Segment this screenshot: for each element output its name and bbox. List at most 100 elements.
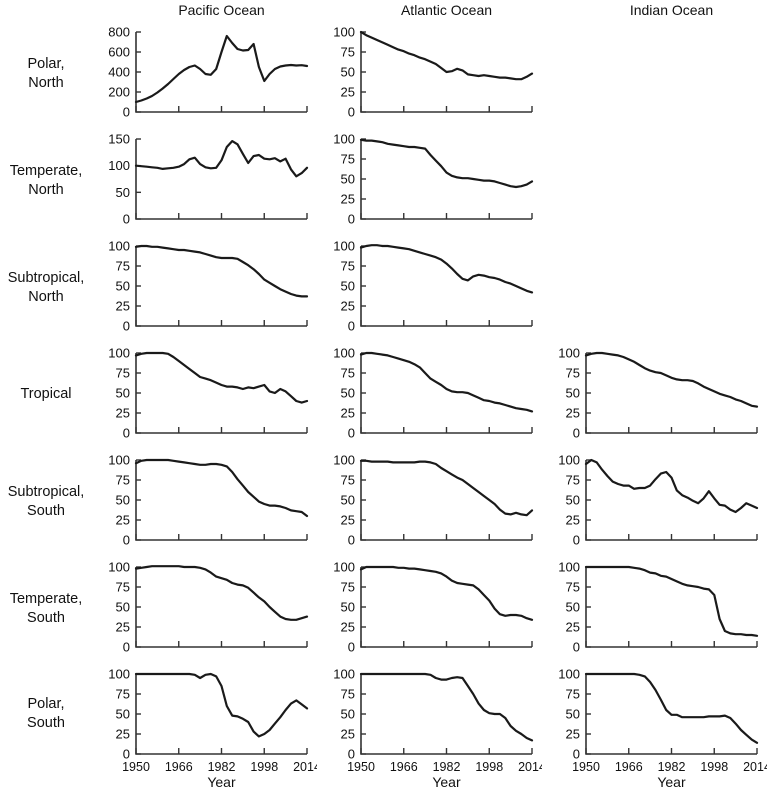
x-tick-label: 2014: [518, 760, 542, 774]
row-label-subtropical-south: Subtropical, South: [0, 448, 92, 555]
axes: [360, 139, 532, 220]
axes: [360, 567, 532, 648]
chart-temperate-south-pacific: 0 25 50 75 100: [92, 555, 317, 662]
x-tick-label: 1966: [615, 760, 643, 774]
y-tick-label: 75: [116, 473, 130, 488]
y-tick-label: 25: [341, 192, 355, 207]
y-tick-label: 400: [108, 65, 130, 80]
y-tick-label: 50: [116, 279, 130, 294]
chart-subtropical-south-indian: 0 25 50 75 100: [542, 448, 767, 555]
y-tick-label: 75: [341, 366, 355, 381]
data-line: [359, 244, 534, 294]
chart-tropical-atlantic: 0 25 50 75 100: [317, 341, 542, 448]
y-tick-label: 50: [341, 600, 355, 615]
y-tick-label: 50: [116, 185, 130, 200]
row-label-line: South: [27, 502, 65, 519]
chart-svg: 0 200 400 600 800: [108, 25, 309, 120]
y-tick-label: 100: [333, 25, 355, 40]
row-label-subtropical-north: Subtropical, North: [0, 234, 92, 341]
y-tick-label: 50: [341, 386, 355, 401]
y-tick-label: 75: [341, 687, 355, 702]
axes: [360, 353, 532, 434]
chart-svg: 0 25 50 75 100: [333, 453, 534, 548]
x-tick-label: 1950: [572, 760, 600, 774]
x-tick-label: 1966: [390, 760, 418, 774]
y-tick-label: 100: [558, 667, 580, 682]
data-line: [359, 672, 534, 742]
y-tick-label: 0: [573, 533, 580, 548]
row-label-line: North: [28, 181, 64, 198]
chart-temperate-south-atlantic: 0 25 50 75 100: [317, 555, 542, 662]
y-tick-label: 75: [341, 45, 355, 60]
y-tick-label: 200: [108, 85, 130, 100]
y-tick-label: 800: [108, 25, 130, 40]
y-tick-label: 100: [333, 239, 355, 254]
row-label-line: Temperate,: [9, 162, 83, 179]
empty-cell: [542, 234, 767, 341]
x-axis-title: Year: [432, 774, 461, 788]
y-tick-label: 25: [566, 727, 580, 742]
row-label-line: Temperate,: [9, 590, 83, 607]
y-tick-label: 100: [558, 560, 580, 575]
y-tick-label: 25: [116, 299, 130, 314]
y-tick-label: 25: [566, 620, 580, 635]
chart-subtropical-south-atlantic: 0 25 50 75 100: [317, 448, 542, 555]
row-label-line: Subtropical,: [7, 269, 85, 286]
row-label-line: South: [27, 715, 65, 731]
data-line: [134, 140, 309, 178]
y-tick-label: 100: [108, 667, 130, 682]
x-tick-label: 1998: [475, 760, 503, 774]
y-tick-label: 0: [123, 105, 130, 120]
x-tick-label: 1998: [250, 760, 278, 774]
y-tick-label: 100: [108, 560, 130, 575]
axes: [585, 460, 757, 541]
chart-svg: 0 25 50 75 100: [558, 346, 759, 441]
x-tick-label: 1998: [700, 760, 728, 774]
y-tick-label: 0: [348, 533, 355, 548]
chart-polar-north-atlantic: 0 25 50 75 100: [317, 20, 542, 127]
y-tick-label: 100: [333, 346, 355, 361]
y-tick-label: 25: [566, 406, 580, 421]
x-tick-label: 1982: [658, 760, 686, 774]
y-tick-label: 50: [116, 707, 130, 722]
row-label-temperate-north: Temperate, North: [0, 127, 92, 234]
x-tick-label: 1966: [165, 760, 193, 774]
x-axis-title: Year: [207, 774, 236, 788]
y-tick-label: 50: [566, 493, 580, 508]
y-tick-label: 75: [341, 259, 355, 274]
y-tick-label: 75: [116, 366, 130, 381]
chart-temperate-north-atlantic: 0 25 50 75 100: [317, 127, 542, 234]
axes: [135, 460, 307, 541]
y-tick-label: 75: [116, 687, 130, 702]
y-tick-label: 0: [348, 640, 355, 655]
y-tick-label: 100: [333, 132, 355, 147]
data-line: [134, 458, 309, 518]
y-tick-label: 100: [108, 158, 130, 173]
chart-subtropical-north-atlantic: 0 25 50 75 100: [317, 234, 542, 341]
data-line: [584, 565, 759, 637]
y-tick-label: 150: [108, 132, 130, 147]
chart-svg: 0 25 50 75 100: [108, 560, 309, 655]
chart-tropical-pacific: 0 25 50 75 100: [92, 341, 317, 448]
chart-svg: 0 25 50 75 100: [108, 453, 309, 548]
row-label-line: South: [27, 609, 65, 626]
empty-cell: [542, 20, 767, 127]
y-tick-label: 25: [341, 513, 355, 528]
y-tick-label: 0: [348, 747, 355, 762]
row-label-polar-south: Polar, South: [0, 662, 92, 788]
y-tick-label: 50: [341, 707, 355, 722]
y-tick-label: 100: [558, 346, 580, 361]
row-label-temperate-south: Temperate, South: [0, 555, 92, 662]
y-tick-label: 100: [108, 453, 130, 468]
chart-svg: 0 25 50 75 100 1950 1966 1982 1998 2014 Year: [108, 667, 321, 791]
row-label-line: North: [28, 288, 64, 305]
data-line: [134, 351, 309, 404]
data-line: [359, 459, 534, 517]
y-tick-label: 0: [348, 105, 355, 120]
column-header-pacific: Pacific Ocean: [178, 2, 265, 18]
y-tick-label: 0: [123, 319, 130, 334]
x-tick-label: 1950: [122, 760, 150, 774]
chart-polar-south-indian: 0 25 50 75 100 1950 1966 1982 1998 2014 Year: [542, 662, 768, 791]
row-label-polar-north: Polar, North: [0, 20, 92, 127]
column-header-indian: Indian Ocean: [629, 2, 714, 18]
